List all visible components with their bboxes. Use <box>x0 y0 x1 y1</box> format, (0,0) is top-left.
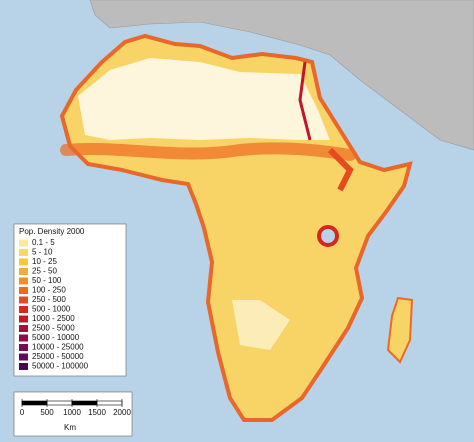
legend-label: 2500 - 5000 <box>32 324 75 333</box>
legend-label: 10 - 25 <box>32 257 57 266</box>
legend-swatch <box>19 277 28 285</box>
scale-segment <box>21 400 48 406</box>
legend-swatch <box>19 363 28 370</box>
ethiopia-highlands <box>327 147 354 192</box>
scale-segment <box>71 400 98 406</box>
legend-swatch <box>19 344 28 351</box>
sahara <box>78 58 330 140</box>
legend-box <box>13 223 127 377</box>
legend-label: 50 - 100 <box>32 276 62 285</box>
legend-label: 100 - 250 <box>32 286 66 295</box>
legend-label: 500 - 1000 <box>32 305 71 314</box>
legend-label: 5000 - 10000 <box>32 333 80 342</box>
scale-label: 1500 <box>88 408 106 417</box>
scale-label: 1000 <box>63 408 81 417</box>
eurasia <box>89 0 474 151</box>
legend-swatch <box>19 239 28 247</box>
legend-swatch <box>19 306 28 313</box>
sahel-band <box>60 142 356 161</box>
legend-label: 250 - 500 <box>32 295 66 304</box>
scale-segment <box>46 400 73 406</box>
legend-swatch <box>19 249 28 256</box>
lake-victoria <box>317 225 339 247</box>
legend-label: 5 - 10 <box>32 248 53 257</box>
legend-swatch <box>19 353 28 361</box>
legend-label: 1000 - 2500 <box>32 314 75 323</box>
legend-label: 0.1 - 5 <box>32 238 55 247</box>
legend-swatch <box>19 287 28 294</box>
scale-box <box>13 391 133 437</box>
legend-label: 25000 - 50000 <box>32 352 84 361</box>
legend-swatch <box>19 334 28 342</box>
legend-swatch <box>19 315 28 323</box>
nile <box>298 61 312 141</box>
scale-label: 0 <box>20 408 25 417</box>
madagascar <box>386 296 414 364</box>
legend-label: 50000 - 100000 <box>32 362 89 371</box>
legend-swatch <box>19 258 28 266</box>
legend-label: 10000 - 25000 <box>32 343 84 352</box>
legend-title: Pop. Density 2000 <box>19 227 85 236</box>
legend-swatch <box>19 325 28 332</box>
scale-segment <box>96 400 123 406</box>
legend-label: 25 - 50 <box>32 267 57 276</box>
legend-swatch <box>19 296 28 304</box>
kalahari <box>232 300 290 350</box>
scale-label: 2000 <box>113 408 131 417</box>
scale-label: 500 <box>40 408 54 417</box>
scale-bar: Km 0 500 1000 1500 2000 <box>13 391 133 437</box>
scale-unit: Km <box>64 423 76 432</box>
legend-swatch <box>19 268 28 275</box>
